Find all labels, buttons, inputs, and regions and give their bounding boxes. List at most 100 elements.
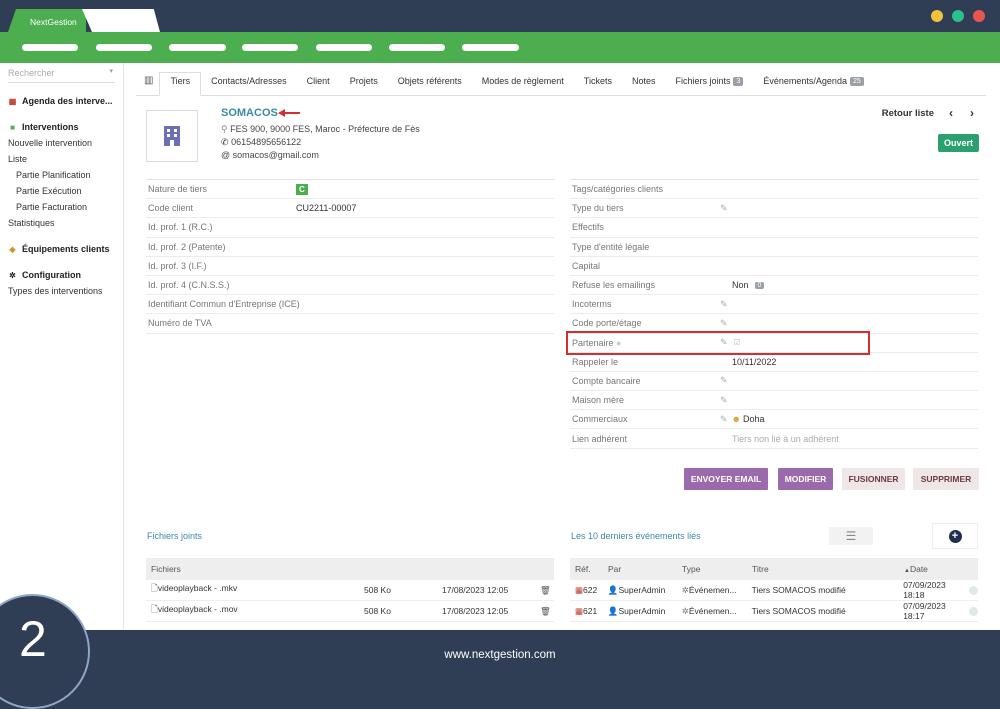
sidebar-item-new-intervention[interactable]: Nouvelle intervention xyxy=(8,138,93,148)
nav-placeholder-pill[interactable] xyxy=(462,44,519,51)
send-email-button[interactable]: ENVOYER EMAIL xyxy=(684,468,768,490)
pencil-icon[interactable]: ✎ xyxy=(720,298,728,309)
list-view-icon[interactable]: ☰ xyxy=(829,527,873,545)
field-label: Partenaire xyxy=(572,337,614,348)
tab-objets-referents[interactable]: Objets référents xyxy=(388,71,472,95)
trash-icon[interactable]: 🗑 xyxy=(540,584,551,595)
column-header[interactable]: Réf. xyxy=(575,564,591,574)
event-ref-link[interactable]: ▦621 xyxy=(570,606,608,617)
right-fields-table: Tags/catégories clients Type du tiers ✎ E… xyxy=(570,179,978,449)
sidebar-item-planification[interactable]: Partie Planification xyxy=(16,170,91,180)
nav-placeholder-pill[interactable] xyxy=(96,44,152,51)
tab-label: Tiers xyxy=(170,76,191,86)
field-row: Code client CU2211-00007 xyxy=(146,199,554,219)
window-dot-yellow[interactable] xyxy=(931,10,943,22)
pencil-icon[interactable]: ✎ xyxy=(720,394,728,405)
sidebar-search[interactable]: Rechercher ▾ xyxy=(8,63,115,83)
location-pin-icon: ⚲ xyxy=(221,124,228,134)
tab-tickets[interactable]: Tickets xyxy=(574,71,622,95)
tab-label: Objets référents xyxy=(397,76,462,86)
field-label: Code porte/étage xyxy=(572,318,642,329)
add-event-button[interactable]: + xyxy=(932,523,978,549)
browser-tab-active[interactable]: NextGestion xyxy=(8,9,86,32)
sidebar-item-execution[interactable]: Partie Exécution xyxy=(16,186,82,196)
field-row: Id. prof. 2 (Patente) xyxy=(146,238,554,257)
nav-placeholder-pill[interactable] xyxy=(242,44,298,51)
tab-tiers[interactable]: Tiers xyxy=(159,72,202,96)
sidebar-item-list[interactable]: Liste xyxy=(8,154,28,164)
at-icon: @ xyxy=(221,150,231,160)
pencil-icon[interactable]: ✎ xyxy=(720,317,728,328)
file-date: 17/08/2023 12:05 xyxy=(442,606,509,616)
chevron-left-icon[interactable]: ‹ xyxy=(949,106,953,120)
nav-placeholder-pill[interactable] xyxy=(169,44,226,51)
count-badge: 0 xyxy=(754,281,765,289)
file-link[interactable]: 🗋videoplayback - .mov xyxy=(146,604,364,618)
tab-client[interactable]: Client xyxy=(297,71,340,95)
window-dot-green[interactable] xyxy=(952,10,964,22)
sidebar-item-equipements[interactable]: ◆ Équipements clients xyxy=(0,241,123,257)
nav-placeholder-pill[interactable] xyxy=(22,44,78,51)
nav-placeholder-pill[interactable] xyxy=(389,44,445,51)
column-header[interactable]: Titre xyxy=(752,564,769,574)
field-label: Identifiant Commun d'Entreprise (ICE) xyxy=(148,299,300,310)
back-to-list-link[interactable]: Retour liste xyxy=(881,108,934,119)
column-header-date[interactable]: ▲Date xyxy=(904,564,928,574)
pencil-icon[interactable]: ✎ xyxy=(720,337,728,348)
field-row: Id. prof. 3 (I.F.) xyxy=(146,257,554,276)
tab-contacts[interactable]: Contacts/Adresses xyxy=(201,71,297,95)
sidebar-item-configuration[interactable]: ✲ Configuration xyxy=(0,267,123,283)
top-navigation-bar xyxy=(0,32,1000,63)
tab-fichiers-joints[interactable]: Fichiers joints 3 xyxy=(665,71,753,95)
pencil-icon[interactable]: ✎ xyxy=(720,202,728,213)
tab-label: Client xyxy=(306,76,330,86)
tab-building-icon[interactable]: ▥ xyxy=(136,71,159,95)
merge-button[interactable]: FUSIONNER xyxy=(842,468,905,490)
sidebar-item-types-interventions[interactable]: Types des interventions xyxy=(8,286,103,296)
field-row: Type d'entité légale xyxy=(570,238,978,257)
event-ref-link[interactable]: ▦622 xyxy=(570,585,608,596)
window-dot-red[interactable] xyxy=(973,10,985,22)
sidebar-item-agenda[interactable]: ▦ Agenda des interve... xyxy=(0,93,123,109)
event-title: Tiers SOMACOS modifié xyxy=(751,585,846,595)
sort-up-icon: ▲ xyxy=(904,568,910,574)
company-logo xyxy=(146,110,198,162)
field-row: Incoterms ✎ xyxy=(570,295,978,315)
field-label: Lien adhérent xyxy=(572,433,628,444)
nav-placeholder-pill[interactable] xyxy=(316,44,372,51)
event-user[interactable]: 👤SuperAdmin xyxy=(608,585,682,596)
browser-tab-title: NextGestion xyxy=(30,17,77,27)
modify-button[interactable]: MODIFIER xyxy=(778,468,833,490)
tab-projets[interactable]: Projets xyxy=(340,71,388,95)
pencil-icon[interactable]: ✎ xyxy=(720,375,728,386)
trash-icon[interactable]: 🗑 xyxy=(540,605,551,616)
tab-evenements-agenda[interactable]: Événements/Agenda 25 xyxy=(753,71,873,95)
field-row: Compte bancaire ✎ xyxy=(570,372,978,392)
field-row: Numéro de TVA xyxy=(146,314,554,334)
sidebar-item-facturation[interactable]: Partie Facturation xyxy=(16,202,88,212)
file-link[interactable]: 🗋videoplayback - .mkv xyxy=(146,583,364,597)
field-label: Capital xyxy=(572,260,601,271)
chevron-right-icon[interactable]: › xyxy=(970,106,974,120)
checkbox-icon[interactable]: ☑ xyxy=(733,338,741,348)
column-header[interactable]: Par xyxy=(608,564,622,574)
calendar-icon: ▦ xyxy=(575,584,584,595)
field-label: Incoterms xyxy=(572,299,612,310)
sidebar-item-statistiques[interactable]: Statistiques xyxy=(8,218,55,228)
event-user[interactable]: 👤SuperAdmin xyxy=(608,606,682,617)
column-header[interactable]: Type xyxy=(682,564,701,574)
main-panel: ▥ Tiers Contacts/Adresses Client Projets… xyxy=(136,63,986,630)
field-label: Refuse les emailings xyxy=(572,280,656,291)
company-email[interactable]: @ somacos@gmail.com xyxy=(221,150,319,160)
delete-button[interactable]: SUPPRIMER xyxy=(913,468,979,490)
pencil-icon[interactable]: ✎ xyxy=(720,413,728,424)
tab-modes-reglement[interactable]: Modes de règlement xyxy=(472,71,574,95)
table-row: ▦621 👤SuperAdmin ✲Événemen... Tiers SOMA… xyxy=(570,601,979,622)
files-section-title: Fichiers joints xyxy=(147,531,203,541)
phone-icon: ✆ xyxy=(221,137,229,147)
sidebar-item-interventions[interactable]: ■ Interventions xyxy=(0,119,123,135)
browser-tab-blank[interactable] xyxy=(82,9,160,32)
field-row: Identifiant Commun d'Entreprise (ICE) xyxy=(146,295,554,315)
calendar-icon: ▦ xyxy=(8,96,17,106)
tab-notes[interactable]: Notes xyxy=(622,71,666,95)
